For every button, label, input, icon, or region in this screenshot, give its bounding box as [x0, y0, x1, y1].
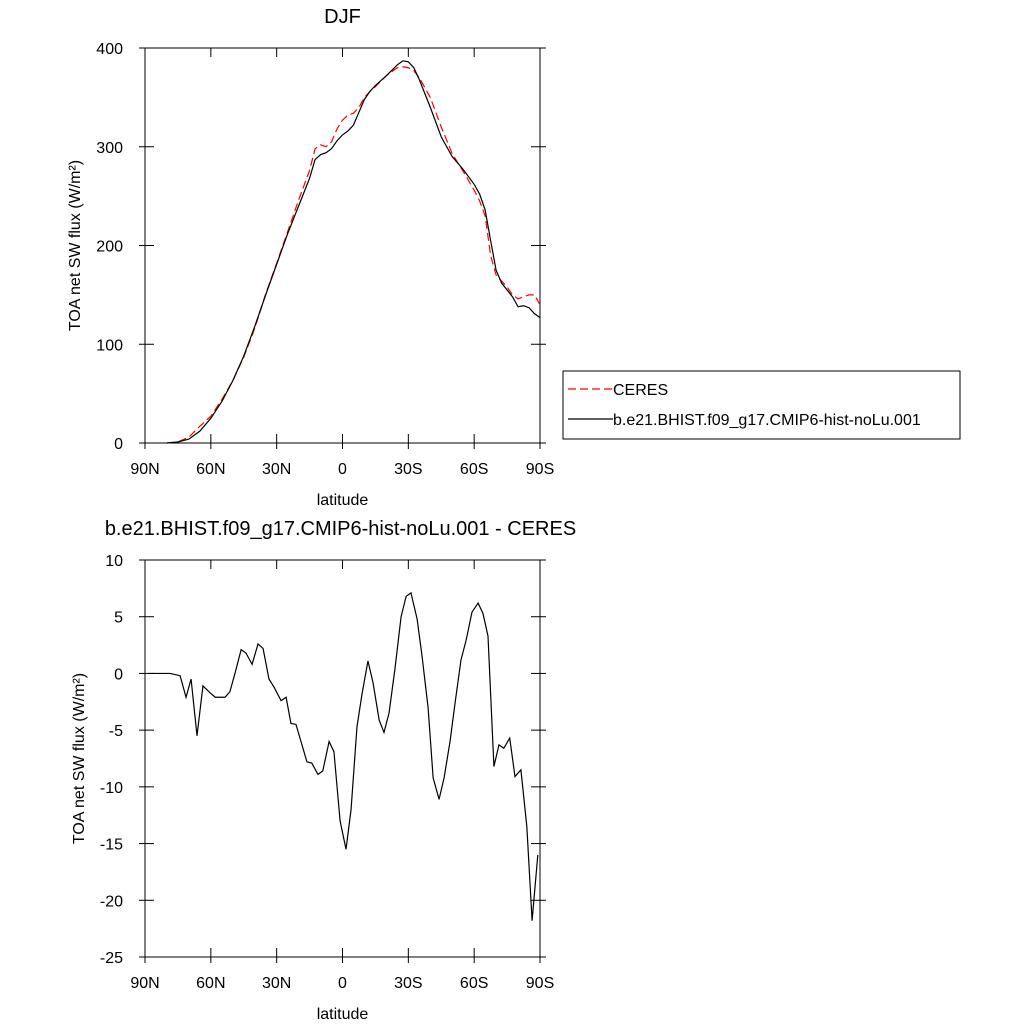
- x-tick-label: 60N: [196, 975, 225, 992]
- data-line: [166, 66, 541, 444]
- x-tick-label: 90N: [130, 975, 159, 992]
- y-tick-label: 10: [105, 553, 123, 570]
- y-tick-label: -20: [100, 893, 123, 910]
- data-line: [148, 591, 539, 921]
- x-tick-label: 60S: [460, 975, 488, 992]
- data-line: [166, 60, 541, 444]
- y-tick-label: -5: [109, 723, 123, 740]
- y-tick-label: 100: [96, 337, 123, 354]
- x-tick-label: 30N: [262, 975, 291, 992]
- y-tick-label: -10: [100, 780, 123, 797]
- chart-title: b.e21.BHIST.f09_g17.CMIP6-hist-noLu.001 …: [105, 518, 576, 540]
- y-axis-title: TOA net SW flux (W/m²): [67, 160, 84, 331]
- x-tick-label: 30S: [394, 461, 422, 478]
- plot-frame: [144, 559, 541, 958]
- legend-label: CERES: [613, 382, 668, 399]
- x-tick-label: 0: [338, 975, 347, 992]
- chart-title: DJF: [324, 6, 361, 28]
- x-tick-label: 90S: [526, 975, 554, 992]
- y-tick-label: 0: [114, 666, 123, 683]
- plot-frame: [144, 47, 541, 444]
- x-tick-label: 30N: [262, 461, 291, 478]
- y-tick-label: -15: [100, 837, 123, 854]
- y-axis-title: TOA net SW flux (W/m²): [71, 673, 88, 844]
- legend-box: [562, 370, 961, 440]
- y-tick-label: 300: [96, 140, 123, 157]
- y-tick-label: 200: [96, 239, 123, 256]
- y-tick-label: 5: [114, 610, 123, 627]
- legend-label: b.e21.BHIST.f09_g17.CMIP6-hist-noLu.001: [613, 412, 921, 429]
- y-tick-label: 0: [114, 436, 123, 453]
- x-tick-label: 60S: [460, 461, 488, 478]
- x-axis-title: latitude: [317, 1006, 369, 1023]
- x-tick-label: 60N: [196, 461, 225, 478]
- x-tick-label: 90N: [130, 461, 159, 478]
- y-tick-label: -25: [100, 950, 123, 967]
- x-axis-title: latitude: [317, 492, 369, 509]
- x-tick-label: 90S: [526, 461, 554, 478]
- y-tick-label: 400: [96, 41, 123, 58]
- x-tick-label: 0: [338, 461, 347, 478]
- x-tick-label: 30S: [394, 975, 422, 992]
